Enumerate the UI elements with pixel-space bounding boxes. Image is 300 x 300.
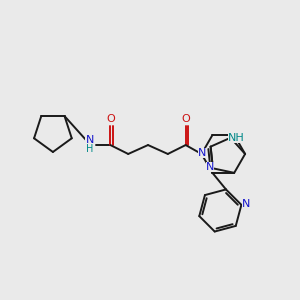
Text: N: N (198, 148, 207, 158)
Text: O: O (106, 114, 115, 124)
Text: N: N (242, 199, 250, 209)
Text: O: O (181, 114, 190, 124)
Text: N: N (85, 135, 94, 145)
Text: H: H (86, 144, 93, 154)
Text: NH: NH (228, 133, 245, 143)
Text: N: N (206, 162, 214, 172)
